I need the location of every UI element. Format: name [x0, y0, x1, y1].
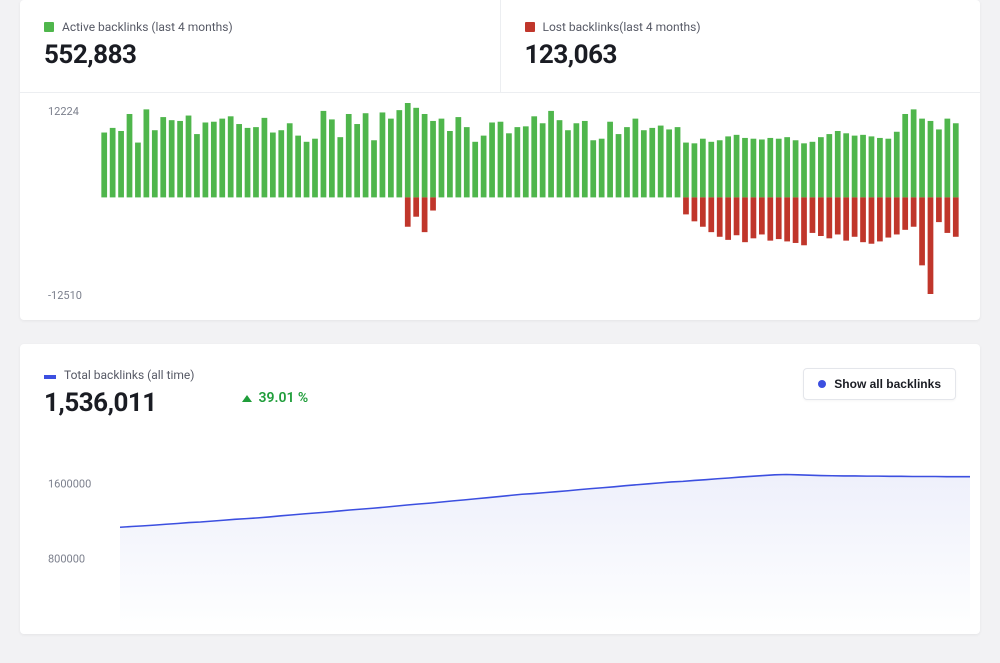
lost-backlinks-label: Lost backlinks(last 4 months): [543, 20, 701, 34]
active-backlinks-value: 552,883: [44, 40, 476, 70]
total-legend: Total backlinks (all time): [44, 368, 194, 382]
total-line-chart: 1600000 800000: [20, 428, 980, 634]
line-chart-ytick-0: 1600000: [48, 478, 91, 491]
active-legend: Active backlinks (last 4 months): [44, 20, 476, 34]
total-header: Total backlinks (all time) 1,536,011 39.…: [20, 344, 980, 428]
activity-header: Active backlinks (last 4 months) 552,883…: [20, 0, 980, 92]
total-swatch-icon: [44, 375, 56, 379]
activity-bar-chart: 12224 -12510: [20, 92, 980, 320]
delta-percent: 39.01 %: [258, 390, 308, 406]
active-swatch-icon: [44, 22, 54, 32]
total-backlinks-value: 1,536,011: [44, 388, 194, 418]
total-panel: Total backlinks (all time) 1,536,011: [44, 368, 194, 418]
show-all-dot-icon: [818, 380, 826, 388]
trend-up-icon: [242, 395, 252, 402]
total-backlinks-card: Total backlinks (all time) 1,536,011 39.…: [20, 344, 980, 634]
lost-legend: Lost backlinks(last 4 months): [525, 20, 957, 34]
show-all-label: Show all backlinks: [834, 377, 941, 391]
delta-indicator: 39.01 %: [242, 390, 308, 406]
bar-chart-ytick-top: 12224: [48, 105, 79, 118]
show-all-backlinks-button[interactable]: Show all backlinks: [803, 368, 956, 400]
backlinks-activity-card: Active backlinks (last 4 months) 552,883…: [20, 0, 980, 320]
active-backlinks-label: Active backlinks (last 4 months): [62, 20, 233, 34]
active-backlinks-panel: Active backlinks (last 4 months) 552,883: [20, 0, 500, 92]
bar-chart-ytick-bottom: -12510: [48, 289, 82, 302]
line-chart-ytick-1: 800000: [48, 553, 85, 566]
lost-swatch-icon: [525, 22, 535, 32]
lost-backlinks-panel: Lost backlinks(last 4 months) 123,063: [500, 0, 981, 92]
total-backlinks-label: Total backlinks (all time): [64, 368, 194, 382]
lost-backlinks-value: 123,063: [525, 40, 957, 70]
